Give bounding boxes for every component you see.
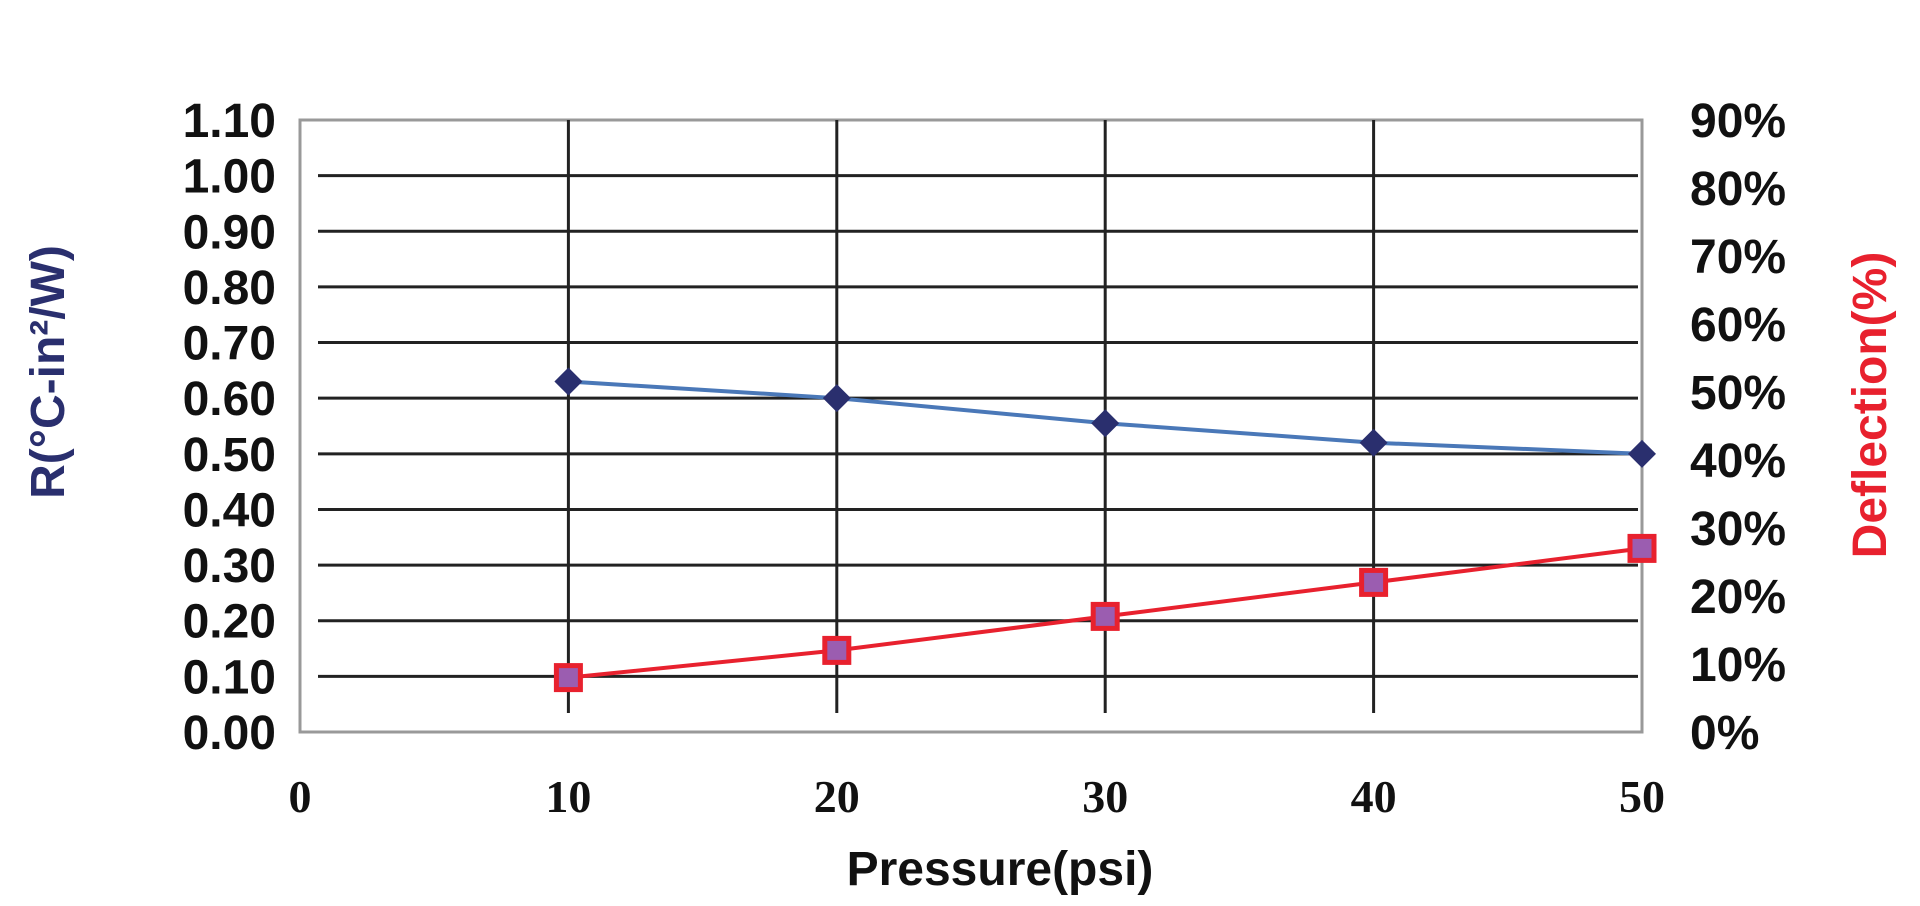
y-left-tick-label: 0.90 [183, 206, 276, 259]
y-right-tick-label: 70% [1690, 231, 1786, 284]
data-point-square [822, 635, 852, 665]
y-left-tick-label: 0.00 [183, 707, 276, 760]
data-point-diamond [1628, 439, 1656, 468]
y-right-tick-label: 80% [1690, 163, 1786, 216]
y-left-tick-label: 0.30 [183, 540, 276, 593]
y-right-tick-label: 0% [1690, 707, 1759, 760]
data-point-diamond [554, 367, 583, 396]
plot-area [298, 118, 1644, 734]
data-point-square [553, 663, 583, 693]
data-point-square [1090, 601, 1120, 631]
x-tick-label: 30 [1082, 771, 1128, 822]
series-layer [553, 367, 1657, 693]
data-point-square [1359, 567, 1389, 597]
data-point-diamond [1091, 409, 1120, 438]
x-axis-title: Pressure(psi) [847, 843, 1154, 896]
y-right-tick-label: 30% [1690, 503, 1786, 556]
data-point-diamond [822, 384, 851, 413]
y-left-tick-label: 0.60 [183, 373, 276, 426]
y-right-tick-label: 20% [1690, 571, 1786, 624]
y-left-tick-label: 1.00 [183, 151, 276, 204]
tick-labels: 0.000.100.200.300.400.500.600.700.800.90… [183, 95, 1787, 822]
data-point-square [1627, 533, 1657, 563]
y-left-tick-label: 1.10 [183, 95, 276, 148]
y-right-tick-label: 40% [1690, 435, 1786, 488]
y-right-tick-label: 10% [1690, 639, 1786, 692]
y-axis-left-title: R(°C-in²/W) [22, 245, 75, 499]
x-tick-label: 50 [1619, 771, 1665, 822]
x-tick-label: 0 [289, 771, 312, 822]
y-left-tick-label: 0.20 [183, 596, 276, 649]
y-left-tick-label: 0.10 [183, 651, 276, 704]
x-tick-label: 10 [545, 771, 591, 822]
y-right-tick-label: 60% [1690, 299, 1786, 352]
y-left-tick-label: 0.70 [183, 318, 276, 371]
x-tick-label: 20 [814, 771, 860, 822]
x-tick-label: 40 [1351, 771, 1397, 822]
data-point-diamond [1359, 428, 1388, 457]
y-right-tick-label: 50% [1690, 367, 1786, 420]
y-axis-right-title: Deflection(%) [1844, 252, 1897, 559]
y-right-tick-label: 90% [1690, 95, 1786, 148]
y-left-tick-label: 0.40 [183, 484, 276, 537]
y-left-tick-label: 0.80 [183, 262, 276, 315]
y-left-tick-label: 0.50 [183, 429, 276, 482]
